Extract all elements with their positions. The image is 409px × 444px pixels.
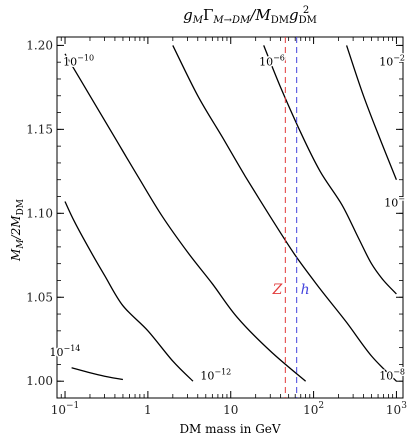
x-tick-label: 10−1 (51, 401, 80, 417)
y-tick-label: 1.20 (26, 38, 53, 52)
chart-title: gMΓM→DM/MDMgDM2 (183, 5, 317, 26)
contour-value-label: 10−12 (200, 368, 231, 383)
contour-value-label: 10−6 (259, 54, 285, 69)
contour-value-label: 10−2 (379, 54, 405, 69)
contour-value-label: 10− (384, 195, 405, 210)
x-tick-label: 102 (303, 401, 324, 417)
h-resonance-label: h (301, 282, 310, 298)
x-tick-label: 10 (223, 403, 238, 417)
Z-resonance-label: Z (272, 282, 283, 298)
contour-line (64, 201, 194, 382)
y-tick-label: 1.00 (26, 374, 53, 388)
x-axis-label: DM mass in GeV (179, 422, 280, 436)
contour-value-label: 10−8 (379, 368, 405, 383)
axis-ticks: 10−1 1 10 102 103 1.00 1.05 1.10 1.15 1.20 (26, 37, 407, 417)
contour-lines (64, 45, 398, 382)
contour-line (345, 45, 398, 180)
contour-line (172, 45, 397, 382)
contour-line (263, 45, 397, 295)
plot-frame (56, 36, 404, 399)
y-tick-label: 1.15 (26, 122, 53, 136)
x-tick-label: 1 (144, 403, 152, 417)
contour-line (71, 367, 124, 381)
contour-value-label: 10−10 (63, 54, 94, 69)
contour-line (64, 53, 307, 382)
y-tick-label: 1.10 (26, 206, 53, 220)
contour-value-label: 10−14 (50, 344, 81, 359)
x-tick-label: 103 (386, 401, 407, 417)
contour-labels: 10−10 10−6 10−2 10− 10−14 10−12 10−8 (48, 52, 406, 384)
y-tick-label: 1.05 (26, 290, 53, 304)
y-axis-label: MM/2MDM (9, 199, 26, 262)
